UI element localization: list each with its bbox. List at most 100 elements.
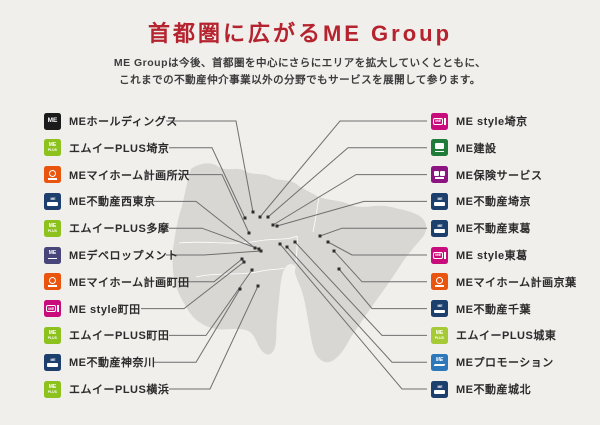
- fudosan-logo-icon: ME: [431, 380, 448, 398]
- map-dot: [253, 246, 257, 250]
- connector-line: [333, 250, 427, 283]
- hoken-logo-icon: [431, 166, 448, 184]
- company-label: MEデベロップメント: [69, 250, 179, 262]
- develop-logo-icon: ME: [44, 246, 61, 264]
- company-item: MEマイホーム計画所沢: [44, 166, 190, 184]
- company-label: ME不動産埼京: [456, 196, 531, 209]
- company-item: ME MEホールディングス: [44, 112, 178, 130]
- kensetsu-logo-icon: [431, 139, 448, 157]
- map-dot: [247, 231, 251, 235]
- company-label: ME不動産東葛: [456, 223, 531, 236]
- company-item: ME MEプロモーション: [431, 353, 554, 371]
- myhome-logo-icon: [44, 273, 61, 291]
- company-label: エムイーPLUS横浜: [69, 384, 170, 396]
- map-dot: [318, 234, 322, 238]
- company-item: ME ME不動産千葉: [431, 300, 531, 318]
- connector-line: [169, 147, 246, 219]
- map-dot: [278, 242, 282, 246]
- fudosan-logo-icon: ME: [44, 192, 61, 210]
- map-dot: [243, 216, 247, 220]
- map-dot: [257, 247, 261, 251]
- connector-line: [169, 227, 260, 250]
- company-label: エムイーPLUS城東: [456, 330, 557, 343]
- map-dot: [250, 268, 254, 272]
- prefecture-border: [195, 267, 285, 278]
- company-label: エムイーPLUS多摩: [69, 223, 170, 236]
- company-label: ME style町田: [69, 303, 141, 316]
- map-dot: [275, 224, 279, 228]
- connector-line: [319, 227, 427, 237]
- company-item: ME ME style東葛: [431, 246, 528, 264]
- company-label: MEマイホーム計画京葉: [456, 276, 577, 289]
- map-dot: [337, 267, 341, 271]
- company-item: ME PLUS エムイーPLUS町田: [44, 326, 169, 344]
- map-dot: [240, 257, 244, 261]
- plus-logo-icon: ME PLUS: [44, 326, 61, 344]
- company-label: MEマイホーム計画所沢: [69, 169, 190, 182]
- connector-line: [178, 174, 250, 234]
- subtitle-line-1: ME Groupは今後、首都圏を中心にさらにエリアを拡大していくとともに、: [113, 57, 487, 69]
- holdings-logo-icon: ME: [44, 112, 61, 130]
- company-item: ME建設: [431, 139, 497, 157]
- connector-line: [276, 200, 427, 227]
- connector-line: [141, 261, 245, 310]
- map-dot: [326, 240, 330, 244]
- kanto-map-shape: [172, 163, 427, 363]
- map-dot: [266, 215, 270, 219]
- company-item: ME ME不動産東葛: [431, 219, 531, 237]
- plusLight-logo-icon: ME PLUS: [431, 326, 448, 344]
- company-item: ME ME不動産神奈川: [44, 353, 156, 371]
- company-item: ME PLUS エムイーPLUS埼京: [44, 139, 169, 157]
- prefecture-border: [178, 235, 298, 244]
- map-dot: [293, 240, 297, 244]
- company-label: ME不動産西東京: [69, 196, 156, 209]
- connector-line: [272, 174, 427, 226]
- connector-line: [169, 269, 253, 336]
- fudosan-logo-icon: ME: [431, 219, 448, 237]
- connector-line: [166, 250, 262, 256]
- connector-line: [154, 288, 241, 363]
- fudosan-logo-icon: ME: [44, 353, 61, 371]
- connector-line: [294, 241, 427, 336]
- company-item: ME ME不動産埼京: [431, 192, 531, 210]
- promotion-logo-icon: ME: [431, 353, 448, 371]
- company-item: ME PLUS エムイーPLUS城東: [431, 326, 556, 344]
- connector-line: [178, 258, 243, 283]
- connector-line: [169, 285, 259, 390]
- company-item: MEマイホーム計画京葉: [431, 273, 577, 291]
- map-dot: [332, 249, 336, 253]
- connector-line: [267, 147, 427, 218]
- company-item: ME MEデベロップメント: [44, 246, 179, 264]
- company-label: ME style埼京: [456, 116, 528, 128]
- company-label: ME建設: [456, 142, 497, 155]
- company-label: ME不動産城北: [456, 384, 531, 396]
- connector-line: [154, 200, 256, 249]
- plus-logo-icon: ME PLUS: [44, 219, 61, 237]
- myhome-logo-icon: [431, 273, 448, 291]
- map-dot: [256, 284, 260, 288]
- company-label: エムイーPLUS町田: [69, 330, 170, 343]
- company-item: ME PLUS エムイーPLUS多摩: [44, 219, 169, 237]
- company-label: ME保険サービス: [456, 169, 543, 182]
- company-item: MEマイホーム計画町田: [44, 273, 190, 291]
- connector-line: [338, 268, 427, 310]
- map-dot: [258, 215, 262, 219]
- map-dot: [285, 245, 289, 249]
- company-item: ME ME style町田: [44, 300, 141, 318]
- style-logo-icon: ME: [431, 246, 448, 264]
- map-dot: [271, 223, 275, 227]
- connector-line: [327, 241, 427, 256]
- map-dot: [251, 210, 255, 214]
- subtitle-line-2: これまでの不動産仲介事業以外の分野でもサービスを展開して参ります。: [119, 74, 481, 86]
- plus-logo-icon: ME PLUS: [44, 139, 61, 157]
- map-dot: [259, 249, 263, 253]
- map-dot: [242, 260, 246, 264]
- myhome-logo-icon: [44, 166, 61, 184]
- company-item: ME ME不動産城北: [431, 380, 531, 398]
- company-item: ME ME不動産西東京: [44, 192, 156, 210]
- company-item: ME保険サービス: [431, 166, 543, 184]
- page-subtitle: ME Groupは今後、首都圏を中心にさらにエリアを拡大していくとともに、 これ…: [0, 55, 600, 89]
- prefecture-border: [312, 196, 320, 233]
